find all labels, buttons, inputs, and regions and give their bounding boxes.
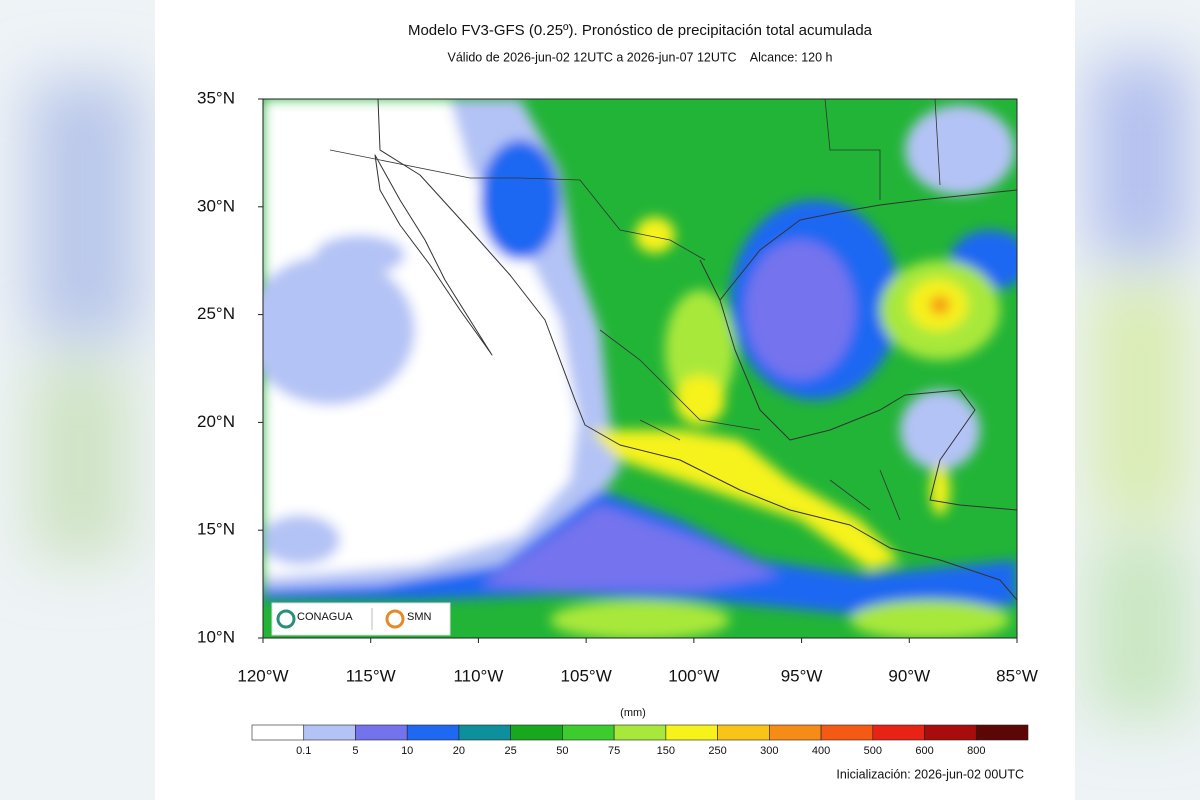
colorbar-label: 50 [556,745,568,757]
colorbar-box [665,724,718,741]
colorbar-box [924,724,977,741]
colorbar-box [717,724,770,741]
lat-label: 20°N [197,412,235,431]
colorbar: 0.1 5 10 20 25 50 75 150 250 300 400 500 600 800 [251,724,1029,757]
lat-label: 35°N [197,88,235,107]
logo-text: SMN [407,611,432,623]
colorbar-label: 5 [352,745,358,757]
colorbar-box [510,724,563,741]
lat-label: 25°N [197,304,235,323]
colorbar-box [458,724,511,741]
colorbar-label: 300 [760,745,778,757]
colorbar-label: 250 [708,745,726,757]
plot-frame [262,98,1018,639]
lat-label: 10°N [197,627,235,646]
lon-label: 105°W [561,666,612,685]
colorbar-box [872,724,925,741]
colorbar-box [613,724,667,741]
colorbar-label: 500 [864,745,882,757]
colorbar-unit: (mm) [620,707,646,719]
axes: 35°N 30°N 25°N 20°N 15°N 10°N 120°W 115°W 110°W 1… [197,88,1038,685]
lat-label: 30°N [197,196,235,215]
lon-label: 115°W [346,666,396,685]
colorbar-label: 10 [401,745,413,757]
colorbar-box [303,724,356,741]
colorbar-label: 600 [915,745,933,757]
colorbar-label: 400 [812,745,830,757]
colorbar-box [769,724,822,741]
colorbar-box [406,724,460,741]
lon-label: 120°W [237,666,288,685]
colorbar-label: 75 [608,745,620,757]
lon-label: 100°W [668,666,719,685]
colorbar-label: 20 [453,745,465,757]
lon-label: 95°W [781,666,823,685]
colorbar-box [251,724,305,741]
subtitle: Válido de 2026-jun-02 12UTC a 2026-jun-0… [448,50,833,64]
logo-box: CONAGUA SMN [271,602,451,636]
colorbar-box [355,724,408,741]
colorbar-label: 0.1 [296,745,311,757]
colorbar-box [975,724,1029,741]
colorbar-label: 800 [967,745,985,757]
colorbar-box [820,724,874,741]
lon-label: 85°W [996,666,1038,685]
lon-label: 90°W [888,666,930,685]
colorbar-label: 150 [657,745,675,757]
precip-field [263,99,1017,638]
title: Modelo FV3-GFS (0.25º). Pronóstico de pr… [408,22,873,39]
lon-label: 110°W [453,666,503,685]
footer: Inicialización: 2026-jun-02 00UTC [836,767,1024,781]
logo-text: CONAGUA [297,611,353,623]
lat-label: 15°N [197,520,235,539]
colorbar-box [562,724,615,741]
coastlines [329,99,1017,601]
colorbar-label: 25 [505,745,517,757]
